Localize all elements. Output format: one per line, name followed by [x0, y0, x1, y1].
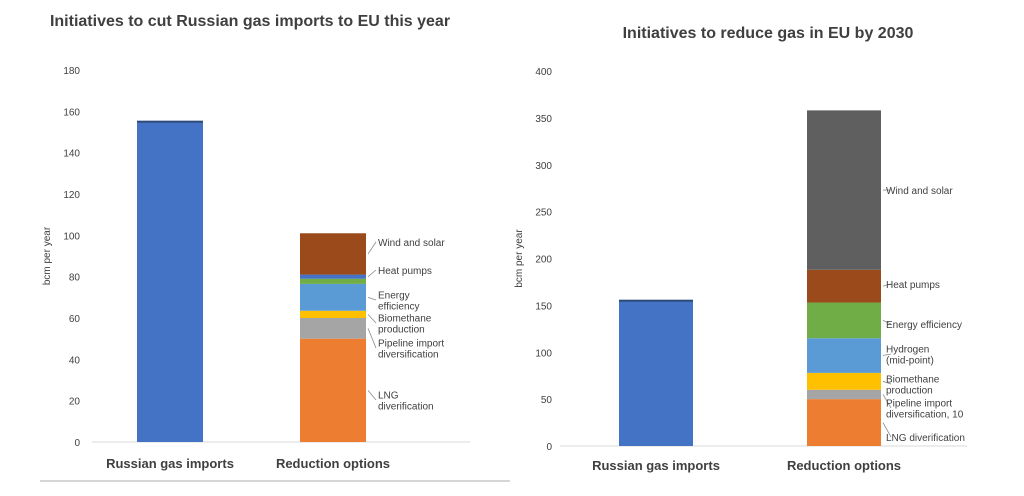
- bar-segment-lng-diverification: [807, 399, 881, 446]
- bar-segment-heat-pumps: [807, 269, 881, 303]
- segment-label: Heat pumps: [886, 280, 940, 291]
- leader-line: [882, 380, 892, 385]
- y-tick-label: 200: [535, 255, 552, 266]
- bar-segment-pipeline-import-diversification: [300, 318, 366, 339]
- segment-label: Biomethane production: [886, 375, 940, 397]
- bar-segment-energy-efficiency: [300, 283, 366, 311]
- leader-line: [367, 314, 377, 324]
- leader-line: [367, 296, 377, 301]
- category-label: Reduction options: [276, 456, 390, 471]
- bar-segment-biomethane-production: [807, 372, 881, 390]
- category-label: Russian gas imports: [592, 458, 720, 473]
- bar-russian-top-edge: [137, 120, 203, 123]
- segment-label: Energy efficiency: [886, 320, 962, 331]
- leader-line: [367, 328, 377, 349]
- segment-label: Wind and solar: [886, 186, 953, 197]
- leader-line: [367, 241, 377, 255]
- bar-segment-energy-efficiency: [807, 302, 881, 339]
- bar-russian-gas-imports: [137, 121, 203, 443]
- y-tick-label: 0: [74, 438, 80, 449]
- chart-svg-right: 0 50 100 150 200 250 300 350 400 bcm per year Russ…: [514, 67, 967, 473]
- chart-svg-left: 0 20 40 60 80 100 120 140 160 180 bcm per year Russ…: [42, 66, 470, 471]
- segment-label: Hydrogen (mid-point): [886, 345, 934, 367]
- segment-label: LNG diverification: [378, 391, 434, 413]
- leader-line: [882, 422, 892, 438]
- y-tick-label: 350: [535, 114, 552, 125]
- y-tick-label: 100: [63, 231, 80, 242]
- y-tick-label: 60: [69, 314, 81, 325]
- leader-line: [882, 283, 892, 287]
- y-tick-label: 0: [546, 442, 552, 453]
- bar-segment-lng-diverification: [300, 338, 366, 442]
- y-tick-label: 120: [63, 190, 80, 201]
- bar-russian-top-edge: [619, 299, 693, 302]
- category-label: Russian gas imports: [106, 456, 234, 471]
- segment-label: Energy efficiency: [378, 291, 420, 313]
- chart-title-right: Initiatives to reduce gas in EU by 2030: [622, 25, 914, 42]
- y-tick-label: 300: [535, 161, 552, 172]
- bar-segment-biomethane-production: [300, 310, 366, 318]
- y-tick-label: 40: [69, 355, 81, 366]
- y-tick-label: 160: [63, 107, 80, 118]
- leader-line: [882, 394, 892, 409]
- bar-segment-heat-pumps: [300, 274, 366, 279]
- category-label: Reduction options: [787, 458, 901, 473]
- y-tick-label: 100: [535, 348, 552, 359]
- baseline-left: [40, 480, 510, 482]
- y-tick-label: 140: [63, 149, 80, 160]
- bar-segment-wind-and-solar: [807, 110, 881, 270]
- y-tick-label: 20: [69, 397, 81, 408]
- y-tick-label: 80: [69, 273, 81, 284]
- bar-segment-pipeline-import-diversification-10: [807, 389, 881, 400]
- y-axis-label: bcm per year: [42, 226, 53, 285]
- bar-segment-wind-and-solar: [300, 233, 366, 275]
- segment-label: Pipeline import diversification, 10: [886, 399, 964, 421]
- y-tick-label: 400: [535, 67, 552, 78]
- y-axis-label: bcm per year: [514, 229, 525, 288]
- segment-label: Pipeline import diversification: [378, 339, 444, 361]
- y-tick-label: 150: [535, 301, 552, 312]
- leader-line: [367, 269, 377, 277]
- y-tick-label: 180: [63, 66, 80, 77]
- y-tick-label: 250: [535, 208, 552, 219]
- segment-label: Biomethane production: [378, 314, 432, 336]
- bar-segment-green-band: [300, 278, 366, 284]
- leader-line: [882, 353, 892, 356]
- bar-segment-hydrogen-mid-point: [807, 338, 881, 373]
- bar-russian-gas-imports: [619, 300, 693, 446]
- segment-label: Heat pumps: [378, 266, 432, 277]
- leader-line: [882, 320, 892, 325]
- segment-label: Wind and solar: [378, 238, 445, 249]
- leader-line: [367, 390, 377, 401]
- chart-panel-right: Initiatives to reduce gas in EU by 2030 …: [512, 0, 1024, 496]
- segment-label: LNG diverification: [886, 433, 965, 444]
- chart-panel-left: Initiatives to cut Russian gas imports t…: [40, 13, 510, 482]
- chart-title-left: Initiatives to cut Russian gas imports t…: [49, 13, 451, 30]
- y-tick-label: 50: [541, 395, 553, 406]
